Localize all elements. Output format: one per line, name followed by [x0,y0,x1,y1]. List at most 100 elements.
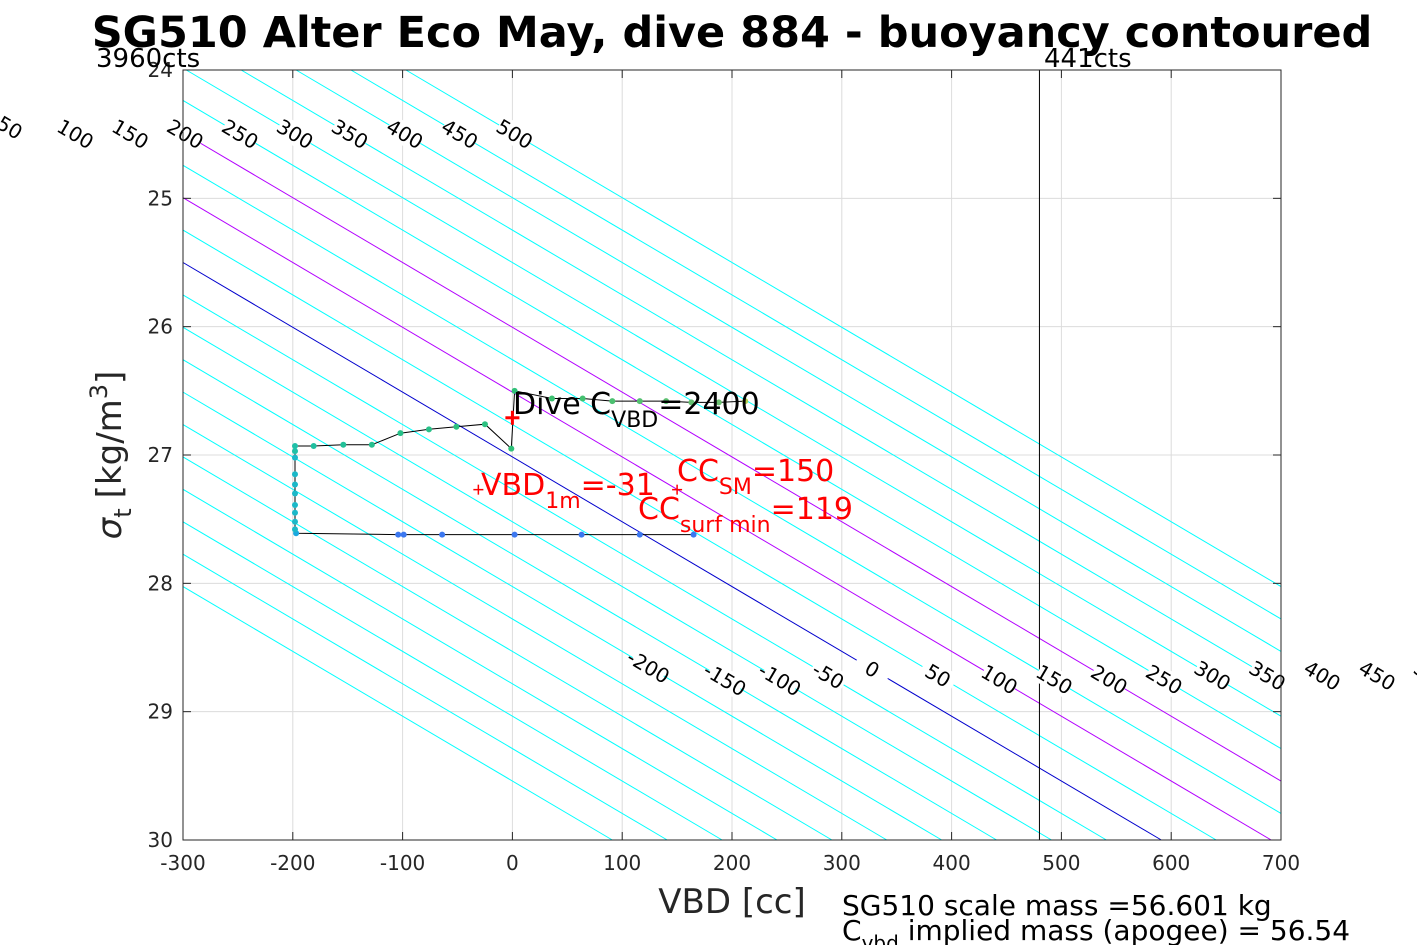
dive-trace-point [511,387,518,394]
x-axis-label: VBD [cc] [658,882,806,922]
dive-c-vbd-annotation: Dive CVBD=2400 [513,387,760,433]
dive-trace-point [425,426,432,433]
dive-trace-point [548,395,555,402]
dive-trace [291,387,749,538]
contour-label-bottom-bg [807,657,850,695]
x-tick-label: 400 [933,851,971,875]
buoyancy-contours [182,69,1282,841]
y-axis-label-unit: [kg/m [90,399,130,498]
x-tick-label: 500 [1042,851,1080,875]
dive-trace-point [715,399,722,406]
y-axis-label-subscript: t [109,508,137,517]
dive-trace-point [291,490,298,497]
contour-label-top-bg [219,115,262,153]
dive-trace-point [291,471,298,478]
y-tick-label: 30 [148,828,173,852]
dive-trace-point [439,531,446,538]
dive-trace-point [291,502,298,509]
contour-line-neg450 [182,553,668,841]
y-tick-label: 24 [148,58,173,82]
contour-line-100 [182,197,1272,841]
contour-line-250 [182,100,1282,750]
contour-label-bottom-bg [703,660,746,699]
contour-label-bottom-bg [1356,657,1399,695]
dive-trace-point [291,454,298,461]
cc-surf-min-annotation: CCsurf min=119 [638,492,853,538]
dive-trace-point [291,481,298,488]
y-tick-label: 28 [148,571,173,595]
top-right-count-label: 441cts [1044,44,1132,74]
contour-line-neg100 [182,326,1052,841]
y-tick-label: 25 [148,186,173,210]
contour-line-400 [295,69,1282,652]
contour-line-neg500 [182,586,613,841]
contour-label-bottom-bg [758,660,801,699]
dive-trace-point [636,531,643,538]
contour-line-neg200 [182,391,942,841]
contour-label-bottom-bg [1246,657,1289,695]
contour-label-top-bg [273,115,317,153]
dive-trace-point [291,526,298,533]
contour-label-bottom-bg [916,657,960,695]
cc-surf-value: =119 [771,492,853,527]
implied-mass-footer: Cvbd implied mass (apogee) = 56.54 [842,914,1350,945]
contour-label-bottom-bg [1088,660,1131,699]
contour-line-450 [350,69,1282,620]
contour-label-top-bg [438,115,481,153]
y-axis-label-power: 3 [85,384,113,399]
y-axis-label-unit-close: ] [90,371,130,384]
dive-trace-point [291,509,298,516]
contour-label-bottom-bg [627,648,670,686]
dive-trace-point [579,395,586,402]
contour-line-50 [182,229,1217,841]
cc-sm-subscript: SM [719,475,752,500]
contour-label-bottom-bg [851,650,894,688]
contour-label-bottom: 500 [1409,656,1417,696]
contour-label-top-bg [493,115,536,153]
contour-line-neg150 [182,359,997,841]
cc-sm-prefix: CC [677,454,719,489]
contour-line-neg50 [182,294,1107,841]
dive-trace-point [400,531,407,538]
chart-title: SG510 Alter Eco May, dive 884 - buoyancy… [92,8,1373,58]
dive-trace-point [291,448,298,455]
y-tick-label: 29 [148,700,173,724]
dive-c-prefix: Dive C [513,387,611,422]
x-tick-label: 300 [823,851,861,875]
x-tick-label: -300 [160,851,205,875]
contour-label-top-bg [109,115,152,153]
vbd-1m-subscript: 1m [545,489,580,514]
top-left-count-label: 3960cts [96,44,200,74]
x-tick-label: -100 [380,851,425,875]
contour-label-bottom-bg [1191,657,1234,695]
dive-trace-point [481,421,488,428]
y-axis-label: σt [kg/m3] [85,371,137,540]
vbd-1m-prefix: VBD [481,468,545,503]
contour-label-top-bg [0,109,31,147]
cc-sm-value: =150 [752,454,834,489]
contour-line-neg350 [182,488,778,841]
scale-mass-footer: SG510 scale mass =56.601 kg [842,889,1272,922]
cc-sm-annotation: CCSM=150 [677,454,834,500]
dive-trace-point [663,398,670,405]
implied-mass-value: implied mass (apogee) = 56.54 [899,914,1350,945]
y-tick-label: 27 [148,443,173,467]
y-tick-label: 26 [148,315,173,339]
contour-label-top-bg [54,115,97,153]
contour-line-350 [240,69,1282,685]
cc-surf-prefix: CC [638,492,680,527]
contour-label-top-bg [164,115,207,153]
contour-line-0 [182,262,1162,841]
contour-label-bottom-bg [1033,660,1076,699]
contour-line-neg400 [182,521,723,841]
dive-trace-point [688,399,695,406]
contour-label-top-bg [383,115,426,153]
x-axis-ticks: -300 -200 -100 0 100 200 300 400 500 600 700 [160,70,1300,875]
dive-c-value: =2400 [658,387,759,422]
x-tick-label: 100 [603,851,641,875]
x-tick-label: 0 [506,851,519,875]
dive-trace-point [291,443,298,450]
